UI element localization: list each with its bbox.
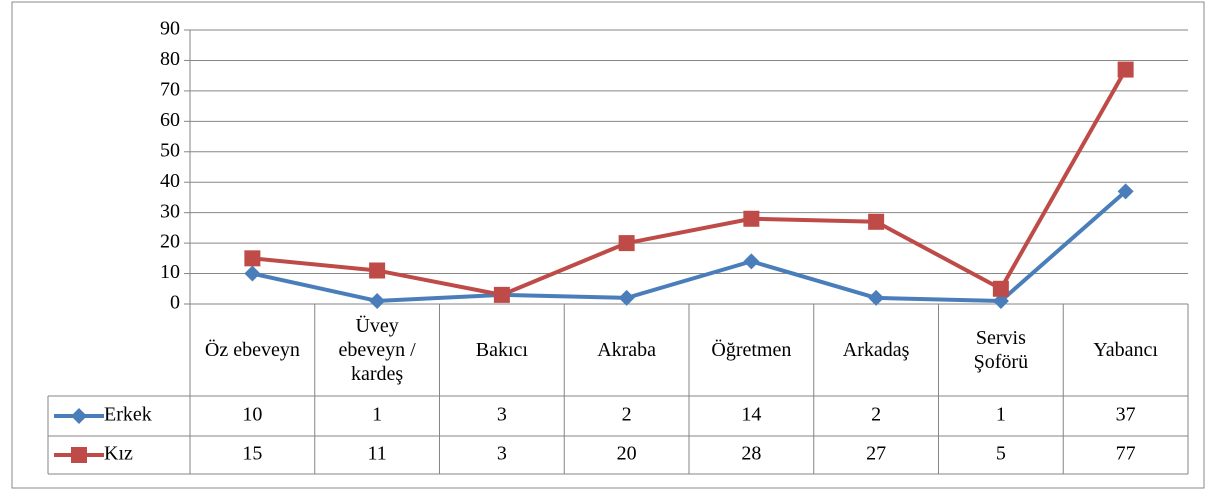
y-tick-label: 60 <box>160 109 180 131</box>
data-point <box>244 265 261 282</box>
category-label: Yabancı <box>1063 304 1188 396</box>
data-point <box>743 210 760 227</box>
data-point <box>1117 183 1134 200</box>
data-point <box>618 235 635 252</box>
table-value: 15 <box>242 443 262 465</box>
data-point <box>868 289 885 306</box>
data-point <box>743 253 760 270</box>
y-tick-label: 10 <box>160 261 180 283</box>
category-text: Öğretmen <box>711 339 792 361</box>
data-point <box>369 292 386 309</box>
category-label: Bakıcı <box>440 304 565 396</box>
y-tick-label: 30 <box>160 200 180 222</box>
table-value: 27 <box>866 443 886 465</box>
series-line <box>252 68 1128 297</box>
y-tick-label: 50 <box>160 139 180 161</box>
table-value: 1 <box>996 404 1006 426</box>
data-point <box>244 250 261 267</box>
category-text: Akraba <box>597 339 657 361</box>
y-tick-label: 40 <box>160 170 180 192</box>
data-point <box>868 213 885 230</box>
category-text: Üvey ebeveyn / kardeş <box>338 315 416 385</box>
category-label: Akraba <box>564 304 689 396</box>
data-point <box>1117 61 1134 78</box>
table-value: 1 <box>372 404 382 426</box>
legend-marker <box>71 408 87 424</box>
table-value: 37 <box>1116 404 1136 426</box>
category-label: Üvey ebeveyn / kardeş <box>315 304 440 396</box>
table-value: 2 <box>622 404 632 426</box>
legend-marker <box>71 447 87 463</box>
y-tick-label: 80 <box>160 48 180 70</box>
category-label: Öz ebeveyn <box>190 304 315 396</box>
category-label: Servis Şoförü <box>939 304 1064 396</box>
table-value: 28 <box>741 443 761 465</box>
y-tick-label: 20 <box>160 231 180 253</box>
table-value: 2 <box>871 404 881 426</box>
category-text: Arkadaş <box>842 339 910 361</box>
category-text: Bakıcı <box>475 339 528 361</box>
data-point <box>493 286 510 303</box>
y-tick-label: 70 <box>160 78 180 100</box>
series-line <box>251 189 1127 303</box>
table-value: 5 <box>996 443 1006 465</box>
table-value: 77 <box>1116 443 1136 465</box>
table-value: 20 <box>617 443 637 465</box>
data-point <box>618 289 635 306</box>
table-value: 14 <box>741 404 761 426</box>
data-point <box>369 262 386 279</box>
chart-border <box>11 1 1205 489</box>
legend-label: Erkek <box>104 404 152 426</box>
category-text: Yabancı <box>1093 339 1158 361</box>
data-point <box>992 280 1009 297</box>
table-value: 3 <box>497 404 507 426</box>
table-value: 10 <box>242 404 262 426</box>
legend-label: Kız <box>104 443 133 465</box>
category-label: Arkadaş <box>814 304 939 396</box>
y-tick-label: 90 <box>160 18 180 40</box>
category-label: Öğretmen <box>689 304 814 396</box>
category-text: Öz ebeveyn <box>204 339 300 361</box>
data-point <box>992 292 1009 309</box>
table-value: 3 <box>497 443 507 465</box>
table-value: 11 <box>367 443 386 465</box>
category-text: Servis Şoförü <box>973 327 1029 373</box>
y-tick-label: 0 <box>170 292 180 314</box>
